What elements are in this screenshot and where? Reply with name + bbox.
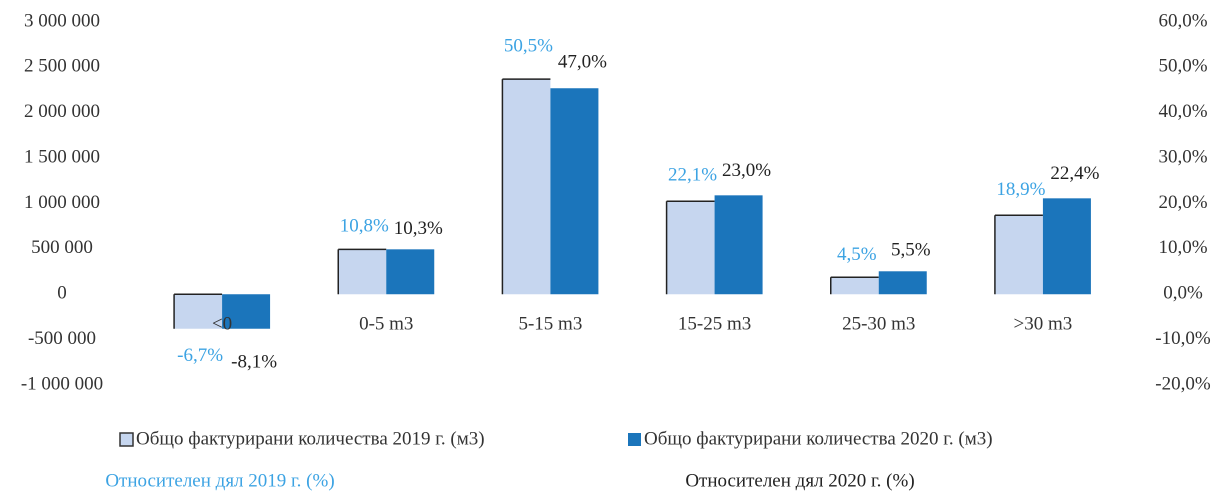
y2-tick-label: 50,0% — [1158, 56, 1207, 77]
bar-edge — [830, 276, 879, 295]
share-point — [384, 243, 388, 247]
bar — [174, 294, 223, 329]
y2-tick-label: 30,0% — [1158, 146, 1207, 167]
bar-edge — [337, 248, 387, 295]
bar — [386, 249, 435, 295]
share-point — [548, 63, 552, 67]
legend-swatch — [119, 432, 134, 447]
x-tick-label: >30 m3 — [1014, 314, 1073, 335]
data-label: 22,4% — [1050, 163, 1099, 184]
bar — [550, 88, 599, 295]
bar — [714, 195, 763, 295]
y-tick-label: 1 500 000 — [24, 146, 100, 167]
data-label: 23,0% — [722, 160, 771, 181]
y2-tick-label: 0,0% — [1163, 283, 1203, 304]
share-point — [713, 188, 717, 192]
legend-label: Общо фактурирани количества 2020 г. (м3) — [644, 428, 993, 449]
y2-tick-label: 10,0% — [1158, 237, 1207, 258]
legend-swatch — [628, 433, 641, 446]
bar — [878, 271, 927, 295]
y2-tick-label: -20,0% — [1155, 373, 1211, 394]
bar — [338, 249, 387, 295]
data-label: 47,0% — [558, 51, 607, 72]
data-label: 4,5% — [837, 244, 877, 265]
bar-edge — [665, 200, 715, 295]
legend-label: Относителен дял 2019 г. (%) — [105, 470, 334, 491]
x-tick-label: 0-5 m3 — [359, 314, 413, 335]
legend-label: Относителен дял 2020 г. (%) — [685, 470, 914, 491]
y-tick-label: 1 000 000 — [24, 192, 100, 213]
y2-tick-label: 40,0% — [1158, 101, 1207, 122]
y-tick-label: 500 000 — [31, 237, 93, 258]
y-tick-label: -500 000 — [28, 328, 96, 349]
data-label: 10,3% — [394, 218, 443, 239]
data-label: 22,1% — [668, 164, 717, 185]
bar — [830, 277, 879, 295]
y2-tick-label: 60,0% — [1158, 10, 1207, 31]
data-label: -8,1% — [231, 351, 277, 372]
legend-label: Общо фактурирани количества 2019 г. (м3) — [136, 428, 485, 449]
y-tick-label: 0 — [57, 283, 67, 304]
data-label: 5,5% — [891, 240, 931, 261]
bar-edge — [173, 293, 223, 329]
y2-tick-label: -10,0% — [1155, 328, 1211, 349]
bar — [666, 201, 715, 295]
bar-edge — [994, 214, 1043, 295]
y2-tick-label: 20,0% — [1158, 192, 1207, 213]
bar — [994, 215, 1043, 295]
y-tick-label: -1 000 000 — [21, 373, 103, 394]
y-tick-label: 2 500 000 — [24, 56, 100, 77]
bar — [222, 294, 271, 329]
share-point — [877, 267, 881, 271]
data-label: 50,5% — [504, 35, 553, 56]
x-tick-label: 15-25 m3 — [678, 314, 751, 335]
data-label: 18,9% — [996, 179, 1045, 200]
y-tick-label: 3 000 000 — [24, 10, 100, 31]
x-tick-label: 25-30 m3 — [842, 314, 915, 335]
bar — [502, 79, 551, 295]
x-tick-label: 5-15 m3 — [518, 314, 582, 335]
x-tick-label: <0 — [212, 314, 232, 335]
bar — [1042, 198, 1091, 295]
y-tick-label: 2 000 000 — [24, 101, 100, 122]
bar-edge — [501, 78, 551, 295]
data-label: 10,8% — [340, 216, 389, 237]
data-label: -6,7% — [177, 345, 223, 366]
